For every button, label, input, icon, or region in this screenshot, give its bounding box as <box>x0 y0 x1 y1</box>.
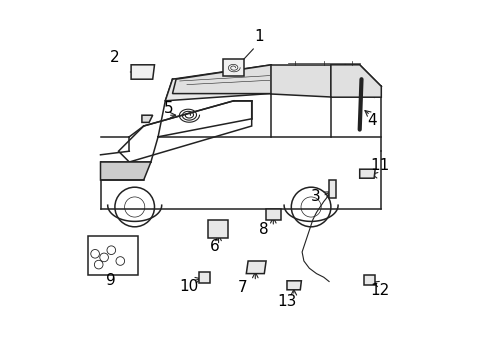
Polygon shape <box>328 180 336 198</box>
Bar <box>88 236 138 275</box>
Text: 8: 8 <box>258 222 268 237</box>
Polygon shape <box>286 281 301 290</box>
Polygon shape <box>223 59 244 76</box>
Polygon shape <box>330 65 381 97</box>
Polygon shape <box>359 169 374 178</box>
Polygon shape <box>142 115 152 122</box>
Polygon shape <box>172 65 271 94</box>
Text: 11: 11 <box>370 158 389 173</box>
Polygon shape <box>101 162 151 180</box>
Text: 10: 10 <box>179 279 198 294</box>
Text: 5: 5 <box>164 100 173 116</box>
Polygon shape <box>271 65 330 97</box>
Text: 9: 9 <box>106 273 116 288</box>
Text: 13: 13 <box>276 294 296 309</box>
Polygon shape <box>208 220 228 238</box>
Text: 12: 12 <box>369 283 388 298</box>
Polygon shape <box>265 209 280 220</box>
Polygon shape <box>246 261 265 274</box>
Polygon shape <box>199 272 210 283</box>
Polygon shape <box>363 275 374 285</box>
Text: 3: 3 <box>310 189 320 204</box>
Text: 6: 6 <box>210 239 220 254</box>
Text: 1: 1 <box>254 28 263 44</box>
Text: 4: 4 <box>367 113 376 128</box>
Text: 2: 2 <box>110 50 120 65</box>
Text: 7: 7 <box>238 280 247 296</box>
Polygon shape <box>131 65 154 79</box>
Polygon shape <box>165 65 271 101</box>
